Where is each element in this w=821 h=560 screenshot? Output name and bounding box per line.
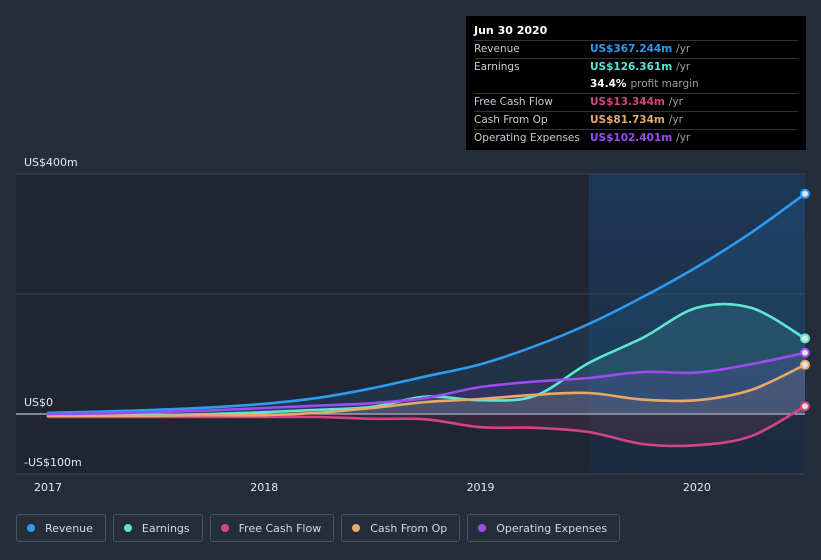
tooltip-unit: /yr <box>676 61 691 73</box>
tooltip-row-cash-from-op: Cash From Op US$81.734m /yr <box>474 111 798 129</box>
tooltip-value: US$102.401m <box>590 132 673 144</box>
series-area-operating-expenses <box>48 352 805 414</box>
legend-dot-icon <box>352 524 361 532</box>
legend-item-earnings[interactable]: Earnings <box>112 514 203 542</box>
series-endpoint-cash-from-op[interactable] <box>800 359 810 370</box>
tooltip: Jun 30 2020 Revenue US$367.244m /yr Earn… <box>466 16 806 150</box>
tooltip-label <box>474 76 590 93</box>
legend-dot-icon <box>123 524 132 532</box>
tooltip-date: Jun 30 2020 <box>474 24 548 37</box>
series-endpoint-revenue[interactable] <box>800 188 810 199</box>
x-tick-label: 2017 <box>34 481 62 494</box>
y-tick-label: -US$100m <box>24 456 82 469</box>
series-line-revenue[interactable] <box>46 192 807 415</box>
series-area-revenue <box>48 193 805 414</box>
tooltip-unit: /yr <box>676 132 691 144</box>
tooltip-unit: /yr <box>676 43 691 55</box>
tooltip-row-revenue: Revenue US$367.244m /yr <box>474 40 798 58</box>
tooltip-label: Cash From Op <box>474 114 548 126</box>
series-endpoint-earnings[interactable] <box>800 333 810 344</box>
chart: US$400m US$0 -US$100m 2017 2018 2019 2020 <box>16 156 810 494</box>
series-line-operating-expenses[interactable] <box>46 351 807 416</box>
series-line-cash-from-op[interactable] <box>46 363 807 418</box>
legend-label: Free Cash Flow <box>238 521 322 535</box>
highlight-region <box>588 174 805 474</box>
legend-dot-icon <box>220 524 229 532</box>
legend-item-operating-expenses[interactable]: Operating Expenses <box>467 514 621 542</box>
series-endpoint-operating-expenses[interactable] <box>800 347 810 358</box>
tooltip-label: Free Cash Flow <box>474 96 553 108</box>
tooltip-unit: /yr <box>668 114 683 126</box>
series-area-earnings <box>48 304 805 416</box>
y-tick-label: US$400m <box>24 156 78 169</box>
tooltip-value: US$13.344m <box>590 96 665 108</box>
tooltip-label: Earnings <box>474 61 520 73</box>
legend-label: Cash From Op <box>370 521 448 535</box>
series-endpoint-free-cash-flow[interactable] <box>800 401 810 412</box>
y-tick-label: US$0 <box>24 396 53 409</box>
series-line-free-cash-flow[interactable] <box>46 404 807 448</box>
series-area-cash-from-op <box>48 364 805 416</box>
tooltip-label: Operating Expenses <box>474 132 580 144</box>
tooltip-label: Revenue <box>474 43 520 55</box>
tooltip-row-free-cash-flow: Free Cash Flow US$13.344m /yr <box>474 93 798 111</box>
legend-item-free-cash-flow[interactable]: Free Cash Flow <box>209 514 335 542</box>
tooltip-value: US$126.361m <box>590 61 673 73</box>
x-tick-label: 2018 <box>250 481 278 494</box>
x-tick-label: 2020 <box>683 481 711 494</box>
legend-label: Earnings <box>141 521 190 535</box>
legend: Revenue Earnings Free Cash Flow Cash Fro… <box>16 514 627 542</box>
tooltip-value: US$81.734m <box>590 114 665 126</box>
legend-item-revenue[interactable]: Revenue <box>16 514 106 542</box>
tooltip-unit: /yr <box>668 96 683 108</box>
tooltip-suffix: profit margin <box>630 78 699 90</box>
tooltip-value: US$367.244m <box>590 43 673 55</box>
tooltip-row-earnings: Earnings US$126.361m /yr <box>474 58 798 76</box>
tooltip-row-profit-margin: 34.4% profit margin <box>474 76 798 93</box>
legend-label: Revenue <box>45 521 93 535</box>
tooltip-row-operating-expenses: Operating Expenses US$102.401m /yr <box>474 129 798 147</box>
tooltip-value: 34.4% <box>590 78 627 90</box>
legend-item-cash-from-op[interactable]: Cash From Op <box>341 514 461 542</box>
legend-dot-icon <box>27 524 35 532</box>
x-tick-label: 2019 <box>467 481 495 494</box>
legend-label: Operating Expenses <box>496 521 608 535</box>
legend-dot-icon <box>478 524 487 532</box>
